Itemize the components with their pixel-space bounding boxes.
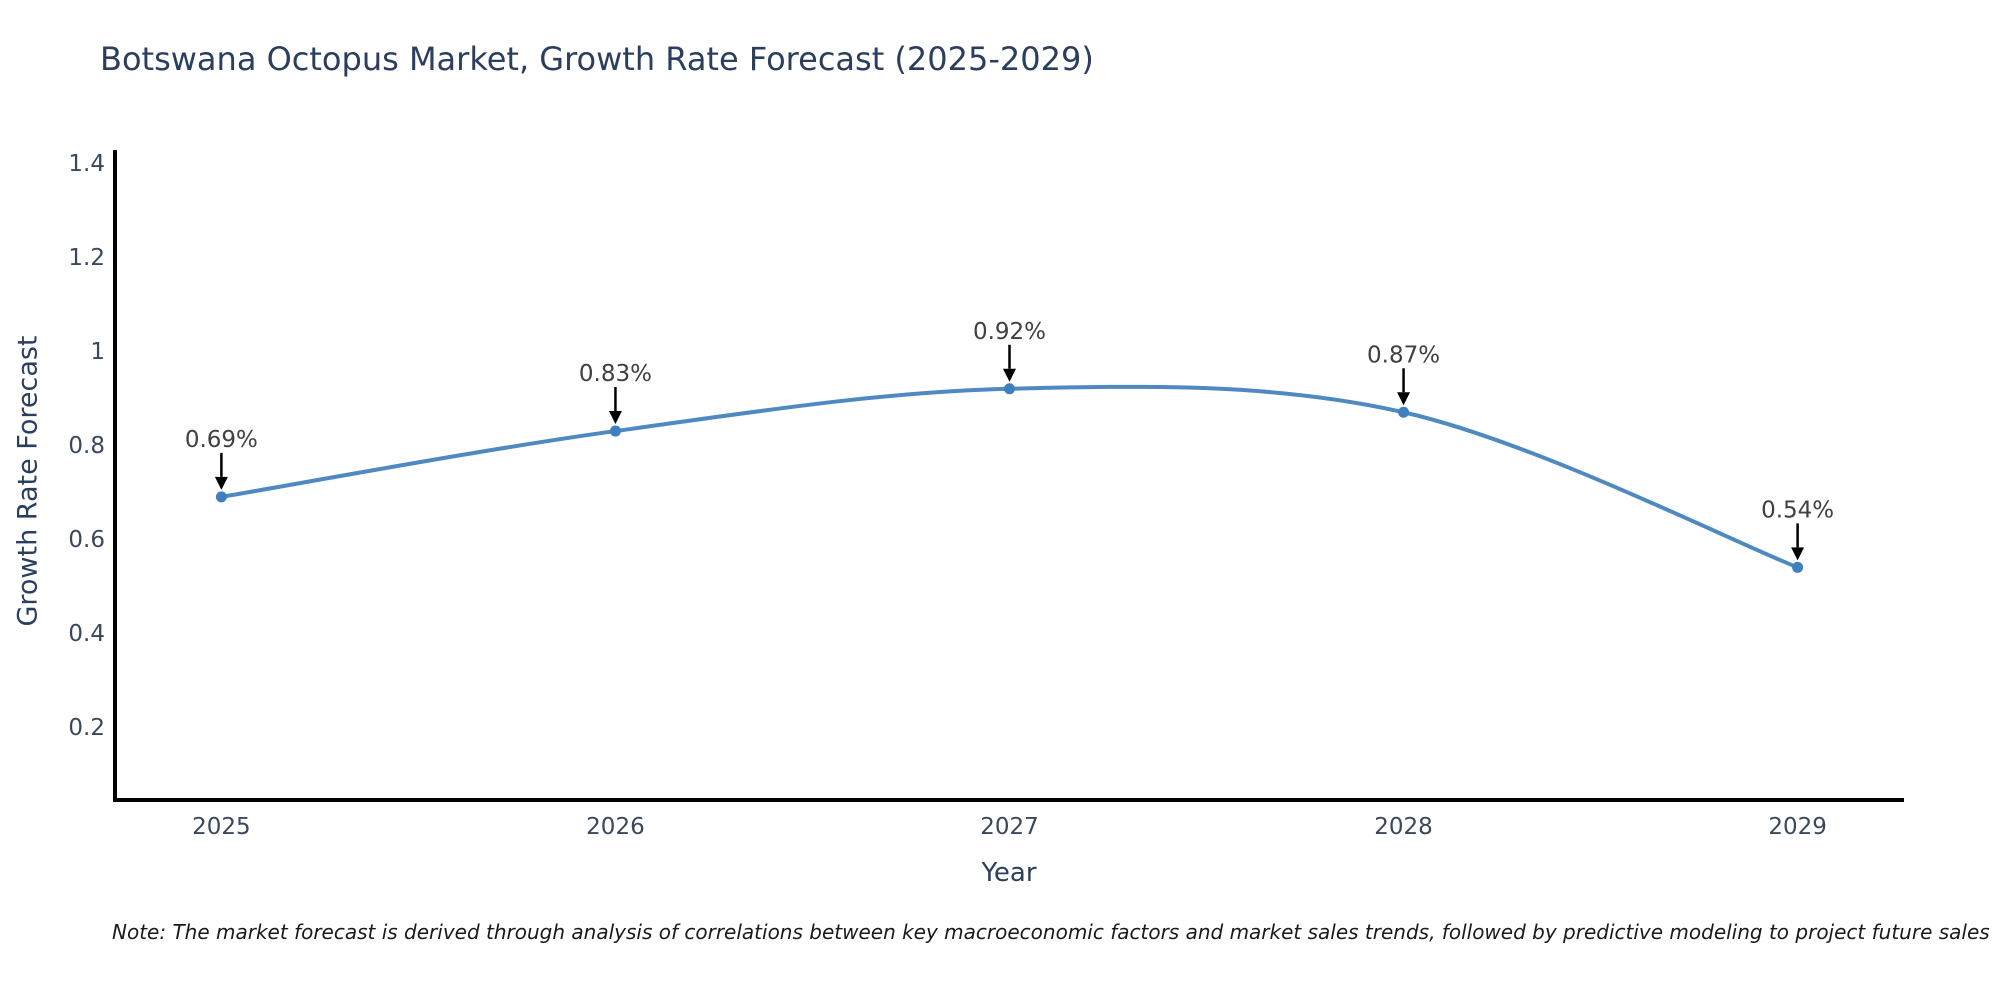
data-label-2029: 0.54% (1761, 497, 1834, 523)
y-tick-label-1.4: 1.4 (68, 151, 105, 177)
footnote: Note: The market forecast is derived thr… (112, 920, 1990, 944)
x-tick-label-2026: 2026 (586, 814, 645, 840)
y-tick-label-1.2: 1.2 (68, 245, 105, 271)
x-tick-label-2025: 2025 (192, 814, 251, 840)
annotation-arrowhead-2027 (1003, 368, 1016, 382)
data-point-2027[interactable] (1004, 383, 1015, 395)
annotation-arrowhead-2026 (608, 411, 622, 425)
annotation-arrowhead-2025 (214, 476, 228, 490)
x-tick-label-2028: 2028 (1374, 814, 1433, 840)
forecast-line (219, 384, 1800, 570)
annotation-arrowhead-2028 (1397, 392, 1411, 406)
data-label-2026: 0.83% (579, 361, 652, 387)
x-axis-title: Year (981, 858, 1037, 888)
chart-title: Botswana Octopus Market, Growth Rate For… (100, 40, 1094, 78)
data-label-2027: 0.92% (973, 319, 1046, 345)
y-tick-label-0.6: 0.6 (68, 527, 105, 553)
data-label-2025: 0.69% (185, 427, 258, 453)
data-point-2029[interactable] (1792, 561, 1804, 573)
annotation-arrowhead-2029 (1791, 547, 1805, 561)
data-point-2026[interactable] (609, 425, 621, 437)
data-label-2028: 0.87% (1367, 342, 1440, 368)
data-point-2025[interactable] (215, 491, 227, 503)
x-tick-label-2029: 2029 (1768, 814, 1827, 840)
y-tick-label-0.4: 0.4 (68, 621, 105, 647)
data-point-2028[interactable] (1398, 406, 1410, 418)
x-tick-label-2027: 2027 (980, 814, 1039, 840)
y-tick-label-0.2: 0.2 (68, 715, 105, 741)
y-tick-label-1: 1 (90, 339, 105, 365)
y-tick-label-0.8: 0.8 (68, 433, 105, 459)
